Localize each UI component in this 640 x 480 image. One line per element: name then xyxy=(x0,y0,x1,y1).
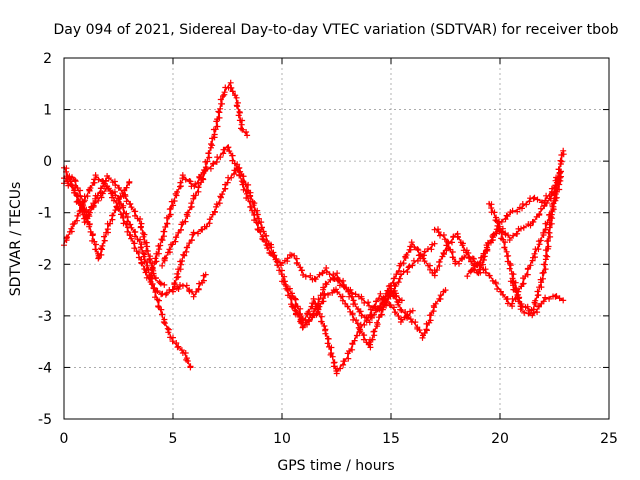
series-arc-3 xyxy=(61,172,209,300)
axis-ticks: 0 5 10 15 20 25 -5 -4 -3 -2 -1 0 1 2 xyxy=(38,51,618,447)
series-arc-5 xyxy=(148,79,251,280)
series-line xyxy=(379,170,562,307)
series-arc-13 xyxy=(486,200,567,319)
grid-lines xyxy=(64,58,609,419)
series-arc-9 xyxy=(289,285,449,351)
y-tick-label: -3 xyxy=(38,309,52,325)
x-tick-label: 0 xyxy=(60,431,69,447)
series-plus-markers xyxy=(289,285,449,351)
chart-title: Day 094 of 2021, Sidereal Day-to-day VTE… xyxy=(53,22,618,38)
x-axis-label: GPS time / hours xyxy=(277,458,394,474)
y-tick-label: 1 xyxy=(43,103,52,119)
series-arc-14 xyxy=(507,147,567,314)
series-arc-12 xyxy=(464,168,564,280)
plot-frame xyxy=(63,57,610,420)
x-tick-label: 5 xyxy=(169,431,178,447)
y-tick-label: -2 xyxy=(38,257,52,273)
y-tick-label: -1 xyxy=(38,206,52,222)
series-arc-8 xyxy=(279,278,416,377)
series-arc-10 xyxy=(377,168,564,310)
y-tick-label: 2 xyxy=(43,51,52,67)
x-tick-label: 25 xyxy=(600,431,618,447)
x-tick-label: 20 xyxy=(491,431,509,447)
y-axis-label: SDTVAR / TECUs xyxy=(8,182,24,297)
series-plus-markers xyxy=(279,278,416,377)
series-plus-markers xyxy=(507,147,567,314)
x-tick-label: 10 xyxy=(273,431,291,447)
data-series xyxy=(61,79,567,377)
series-plus-markers xyxy=(148,79,251,280)
x-tick-label: 15 xyxy=(382,431,400,447)
y-tick-label: -5 xyxy=(38,412,52,428)
y-tick-label: 0 xyxy=(43,154,52,170)
series-plus-markers xyxy=(377,168,564,310)
y-tick-label: -4 xyxy=(38,360,52,376)
series-arc-4 xyxy=(61,174,133,262)
series-line xyxy=(63,165,165,286)
